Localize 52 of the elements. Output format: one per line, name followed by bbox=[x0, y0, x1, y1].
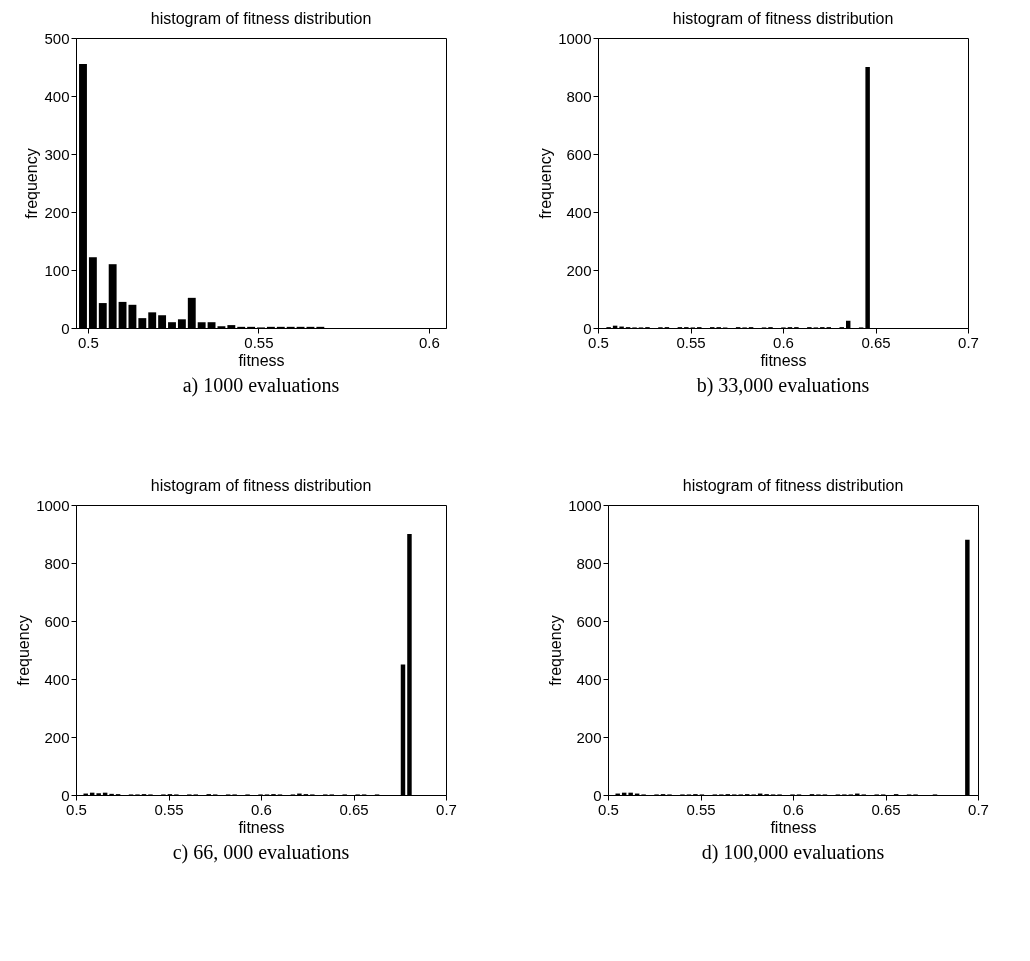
x-tick-label: 0.55 bbox=[686, 800, 716, 818]
x-tick-label: 0.55 bbox=[154, 800, 184, 818]
chart-title: histogram of fitness distribution bbox=[672, 10, 894, 27]
x-tick-label: 0.6 bbox=[419, 333, 440, 351]
y-tick-label: 400 bbox=[44, 87, 70, 105]
chart-title: histogram of fitness distribution bbox=[150, 477, 372, 494]
y-tick-label: 400 bbox=[576, 670, 602, 688]
x-tick-label: 0.6 bbox=[251, 800, 272, 818]
x-tick-label: 0.55 bbox=[244, 333, 274, 351]
x-tick-label: 0.65 bbox=[871, 800, 901, 818]
y-tick-label: 200 bbox=[44, 728, 70, 746]
x-tick-label: 0.65 bbox=[339, 800, 369, 818]
y-tick-label: 300 bbox=[44, 145, 70, 163]
x-tick-label: 0.7 bbox=[968, 800, 989, 818]
x-axis-title: fitness bbox=[238, 818, 285, 836]
x-tick-label: 0.7 bbox=[436, 800, 457, 818]
y-tick-label: 1000 bbox=[558, 29, 592, 47]
x-axis-title: fitness bbox=[770, 818, 817, 836]
y-tick-label: 800 bbox=[576, 554, 602, 572]
text: d) 100,000 evaluations bbox=[701, 841, 885, 864]
y-axis-title: frequency bbox=[23, 148, 41, 219]
y-tick-label: 600 bbox=[44, 612, 70, 630]
y-tick-label: 100 bbox=[44, 261, 70, 279]
y-tick-label: 200 bbox=[44, 203, 70, 221]
text: a) 1000 evaluations bbox=[182, 374, 340, 397]
x-tick-label: 0.6 bbox=[773, 333, 794, 351]
y-tick-label: 1000 bbox=[36, 496, 70, 514]
x-tick-label: 0.6 bbox=[783, 800, 804, 818]
chart-title: histogram of fitness distribution bbox=[682, 477, 904, 494]
x-tick-label: 0.55 bbox=[676, 333, 706, 351]
y-tick-label: 600 bbox=[576, 612, 602, 630]
y-tick-label: 800 bbox=[44, 554, 70, 572]
text: b) 33,000 evaluations bbox=[696, 374, 870, 397]
chart-title: histogram of fitness distribution bbox=[150, 10, 372, 27]
text: c) 66, 000 evaluations bbox=[172, 841, 350, 864]
x-axis-title: fitness bbox=[238, 351, 285, 369]
y-tick-label: 1000 bbox=[568, 496, 602, 514]
y-tick-label: 200 bbox=[576, 728, 602, 746]
y-tick-label: 600 bbox=[566, 145, 592, 163]
x-tick-label: 0.65 bbox=[861, 333, 891, 351]
x-tick-label: 0.7 bbox=[958, 333, 979, 351]
y-tick-label: 800 bbox=[566, 87, 592, 105]
y-axis-title: frequency bbox=[537, 148, 555, 219]
y-tick-label: 400 bbox=[44, 670, 70, 688]
y-tick-label: 400 bbox=[566, 203, 592, 221]
x-tick-label: 0.5 bbox=[78, 333, 99, 351]
y-axis-title: frequency bbox=[15, 615, 33, 686]
x-axis-title: fitness bbox=[760, 351, 807, 369]
y-tick-label: 0 bbox=[61, 319, 70, 337]
y-tick-label: 500 bbox=[44, 29, 70, 47]
y-tick-label: 200 bbox=[566, 261, 592, 279]
y-axis-title: frequency bbox=[547, 615, 565, 686]
